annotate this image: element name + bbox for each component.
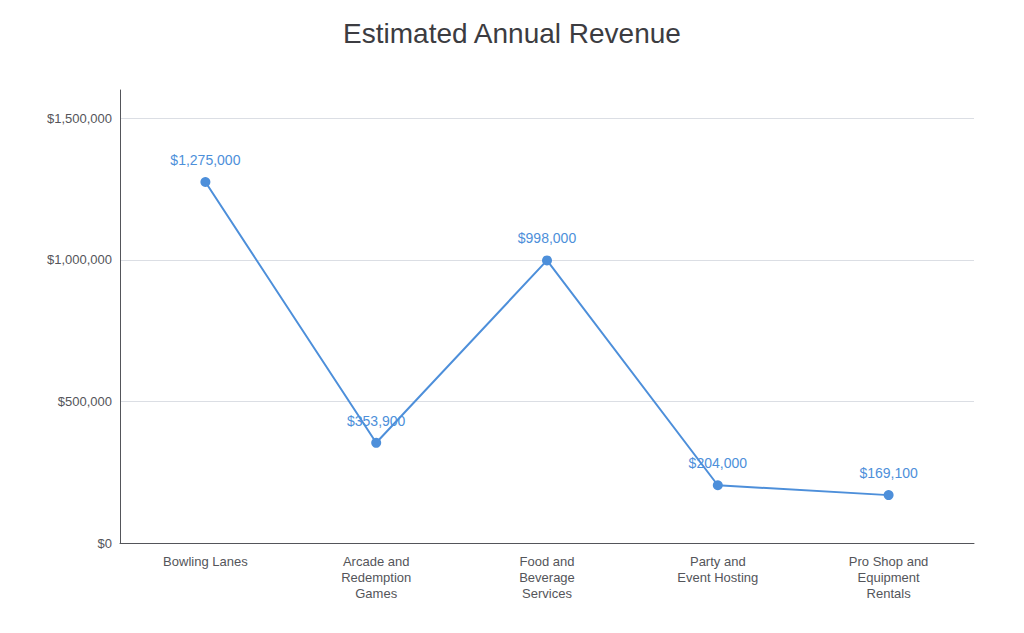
svg-text:$1,275,000: $1,275,000 xyxy=(170,152,240,168)
svg-text:$169,100: $169,100 xyxy=(859,465,918,481)
svg-text:Estimated Annual Revenue: Estimated Annual Revenue xyxy=(343,18,681,49)
svg-text:$0: $0 xyxy=(98,536,112,551)
svg-text:$1,500,000: $1,500,000 xyxy=(47,111,112,126)
svg-text:$998,000: $998,000 xyxy=(518,230,577,246)
svg-text:Bowling Lanes: Bowling Lanes xyxy=(163,554,248,569)
svg-text:$1,000,000: $1,000,000 xyxy=(47,252,112,267)
svg-text:$353,900: $353,900 xyxy=(347,413,406,429)
svg-text:Services: Services xyxy=(522,586,572,601)
svg-text:Food and: Food and xyxy=(520,554,575,569)
svg-text:Redemption: Redemption xyxy=(341,570,411,585)
svg-text:Party and: Party and xyxy=(690,554,746,569)
svg-text:Equipment: Equipment xyxy=(858,570,921,585)
svg-text:Rentals: Rentals xyxy=(867,586,912,601)
svg-text:Games: Games xyxy=(355,586,397,601)
svg-text:Event Hosting: Event Hosting xyxy=(677,570,758,585)
svg-text:$500,000: $500,000 xyxy=(58,394,112,409)
svg-text:$204,000: $204,000 xyxy=(689,455,748,471)
svg-text:Beverage: Beverage xyxy=(519,570,575,585)
svg-text:Arcade and: Arcade and xyxy=(343,554,410,569)
svg-text:Pro Shop and: Pro Shop and xyxy=(849,554,929,569)
